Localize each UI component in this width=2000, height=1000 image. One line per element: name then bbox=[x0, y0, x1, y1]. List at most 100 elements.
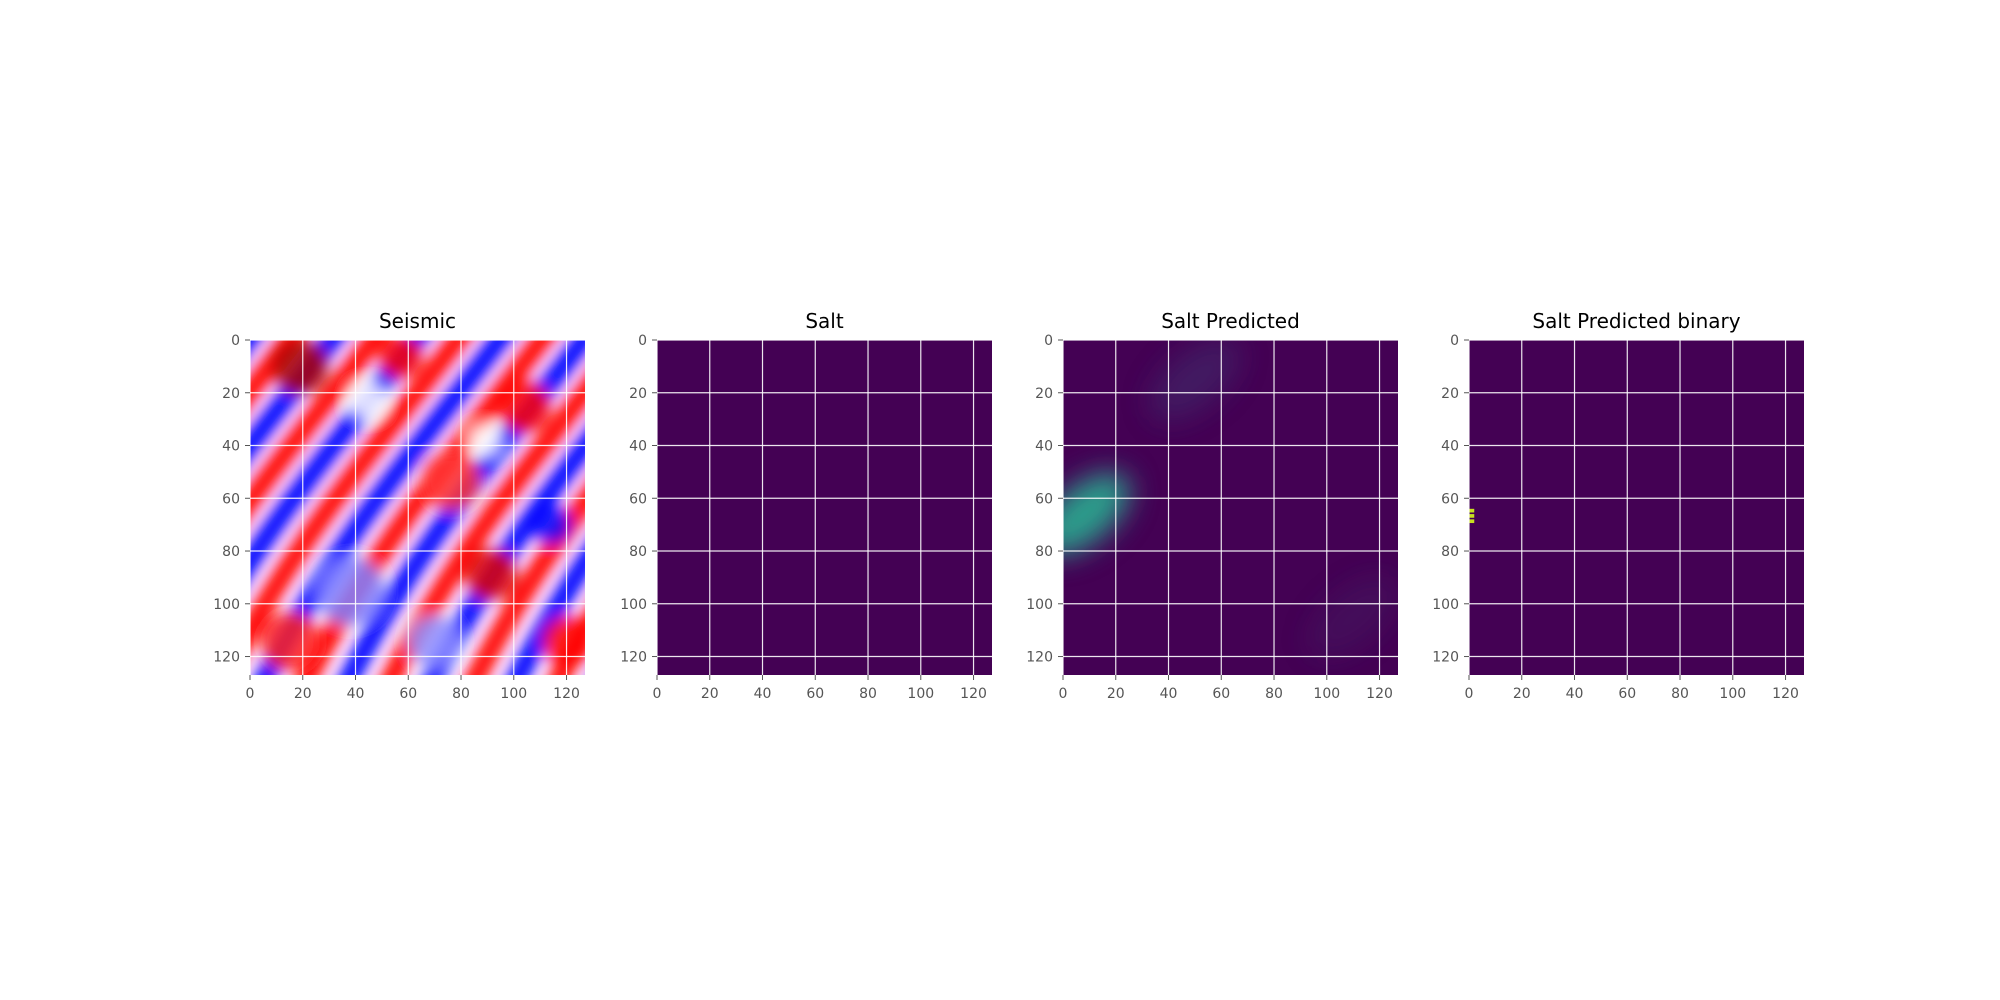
x-tick-label: 120 bbox=[553, 686, 580, 702]
seismic-blob bbox=[531, 504, 572, 545]
seismic-band bbox=[0, 310, 228, 705]
heatmap-image bbox=[1063, 340, 1398, 675]
seismic-blob bbox=[498, 381, 551, 433]
y-tick-label: 60 bbox=[629, 491, 647, 507]
x-tick-label: 0 bbox=[1465, 686, 1474, 702]
axis-ticks: 0 20 40 60 80 100 120 0 20 40 60 80 100 120 bbox=[1432, 333, 1799, 702]
y-tick-label: 120 bbox=[1432, 650, 1459, 666]
prediction-hotspot bbox=[1063, 472, 1130, 556]
subplot-4: Salt Predicted binary 0 20 40 60 80 100 120 0 20 4… bbox=[1432, 309, 1804, 702]
heatmap-image bbox=[1469, 340, 1804, 675]
heatmap-image bbox=[0, 310, 585, 705]
x-tick-label: 100 bbox=[1719, 686, 1746, 702]
grid-lines bbox=[1469, 340, 1804, 675]
x-tick-label: 40 bbox=[1566, 686, 1584, 702]
seismic-blob bbox=[378, 340, 423, 379]
y-tick-label: 80 bbox=[1441, 544, 1459, 560]
y-tick-label: 60 bbox=[1035, 491, 1053, 507]
x-tick-label: 60 bbox=[399, 686, 417, 702]
y-tick-label: 40 bbox=[222, 439, 240, 455]
seismic-band bbox=[250, 340, 472, 652]
seismic-band bbox=[464, 483, 585, 675]
grid-lines bbox=[657, 340, 992, 675]
axis-ticks: 0 20 40 60 80 100 120 0 20 40 60 80 100 120 bbox=[620, 333, 987, 702]
y-tick-label: 60 bbox=[222, 491, 240, 507]
x-tick-label: 100 bbox=[1313, 686, 1340, 702]
y-tick-label: 40 bbox=[1035, 439, 1053, 455]
y-tick-label: 40 bbox=[1441, 439, 1459, 455]
y-tick-label: 20 bbox=[1035, 386, 1053, 402]
seismic-blob bbox=[272, 340, 329, 395]
x-tick-label: 20 bbox=[701, 686, 719, 702]
seismic-blob bbox=[408, 615, 461, 668]
x-tick-label: 20 bbox=[1107, 686, 1125, 702]
y-tick-label: 0 bbox=[1044, 333, 1053, 349]
x-tick-label: 120 bbox=[960, 686, 987, 702]
seismic-blob bbox=[542, 615, 585, 668]
axis-ticks: 0 20 40 60 80 100 120 0 20 40 60 80 100 120 bbox=[213, 333, 580, 702]
seismic-blob bbox=[316, 557, 385, 626]
subplot-title: Salt Predicted binary bbox=[1532, 309, 1740, 333]
y-tick-label: 100 bbox=[1432, 597, 1459, 613]
heatmap-background bbox=[1469, 340, 1804, 675]
subplot-title: Seismic bbox=[379, 309, 456, 333]
y-tick-label: 120 bbox=[213, 650, 240, 666]
seismic-band bbox=[250, 340, 262, 355]
x-tick-label: 120 bbox=[1772, 686, 1799, 702]
x-tick-label: 20 bbox=[1513, 686, 1531, 702]
y-tick-label: 120 bbox=[620, 650, 647, 666]
x-tick-label: 80 bbox=[1671, 686, 1689, 702]
y-tick-label: 80 bbox=[1035, 544, 1053, 560]
x-tick-label: 0 bbox=[653, 686, 662, 702]
x-tick-label: 80 bbox=[859, 686, 877, 702]
seismic-band bbox=[0, 310, 144, 705]
y-tick-label: 0 bbox=[638, 333, 647, 349]
x-tick-label: 100 bbox=[907, 686, 934, 702]
x-tick-label: 20 bbox=[294, 686, 312, 702]
y-tick-label: 20 bbox=[1441, 386, 1459, 402]
prediction-hotspot bbox=[1149, 340, 1241, 421]
seismic-blob bbox=[468, 424, 501, 457]
y-tick-label: 40 bbox=[629, 439, 647, 455]
subplot-1: Seismic 0 20 40 60 80 100 120 0 20 40 60 80 100 120 bbox=[0, 309, 585, 705]
grid-lines bbox=[250, 340, 585, 675]
y-tick-label: 20 bbox=[629, 386, 647, 402]
prediction-hotspot bbox=[1307, 575, 1398, 659]
x-tick-label: 60 bbox=[1212, 686, 1230, 702]
seismic-blob bbox=[421, 450, 481, 511]
subplot-2: Salt 0 20 40 60 80 100 120 0 20 40 60 80 100 120 bbox=[620, 309, 992, 702]
seismic-band bbox=[0, 310, 186, 705]
x-tick-label: 80 bbox=[1265, 686, 1283, 702]
x-tick-label: 40 bbox=[347, 686, 365, 702]
x-tick-label: 40 bbox=[754, 686, 772, 702]
x-tick-label: 0 bbox=[1059, 686, 1068, 702]
y-tick-label: 60 bbox=[1441, 491, 1459, 507]
x-tick-label: 60 bbox=[1618, 686, 1636, 702]
heatmap-background bbox=[657, 340, 992, 675]
grid-lines bbox=[1063, 340, 1398, 675]
x-tick-label: 100 bbox=[500, 686, 527, 702]
y-tick-label: 80 bbox=[222, 544, 240, 560]
seismic-band bbox=[296, 340, 556, 675]
x-tick-label: 40 bbox=[1160, 686, 1178, 702]
seismic-band bbox=[250, 340, 304, 409]
subplot-3: Salt Predicted 0 20 40 60 80 100 120 0 20 40 60 80 10… bbox=[1026, 309, 1398, 702]
x-tick-label: 120 bbox=[1366, 686, 1393, 702]
seismic-reflectors bbox=[0, 310, 585, 705]
binary-salt-pixel bbox=[1469, 519, 1475, 524]
x-tick-label: 60 bbox=[806, 686, 824, 702]
subplot-title: Salt Predicted bbox=[1161, 309, 1300, 333]
y-tick-label: 120 bbox=[1026, 650, 1053, 666]
binary-salt-pixel bbox=[1469, 508, 1475, 513]
y-tick-label: 0 bbox=[231, 333, 240, 349]
subplot-title: Salt bbox=[805, 309, 844, 333]
heatmap-image bbox=[657, 340, 992, 675]
y-tick-label: 100 bbox=[620, 597, 647, 613]
y-tick-label: 20 bbox=[222, 386, 240, 402]
x-tick-label: 80 bbox=[452, 686, 470, 702]
y-tick-label: 0 bbox=[1450, 333, 1459, 349]
binary-salt-pixel bbox=[1469, 514, 1475, 518]
seismic-band bbox=[250, 340, 388, 520]
x-tick-label: 0 bbox=[246, 686, 255, 702]
